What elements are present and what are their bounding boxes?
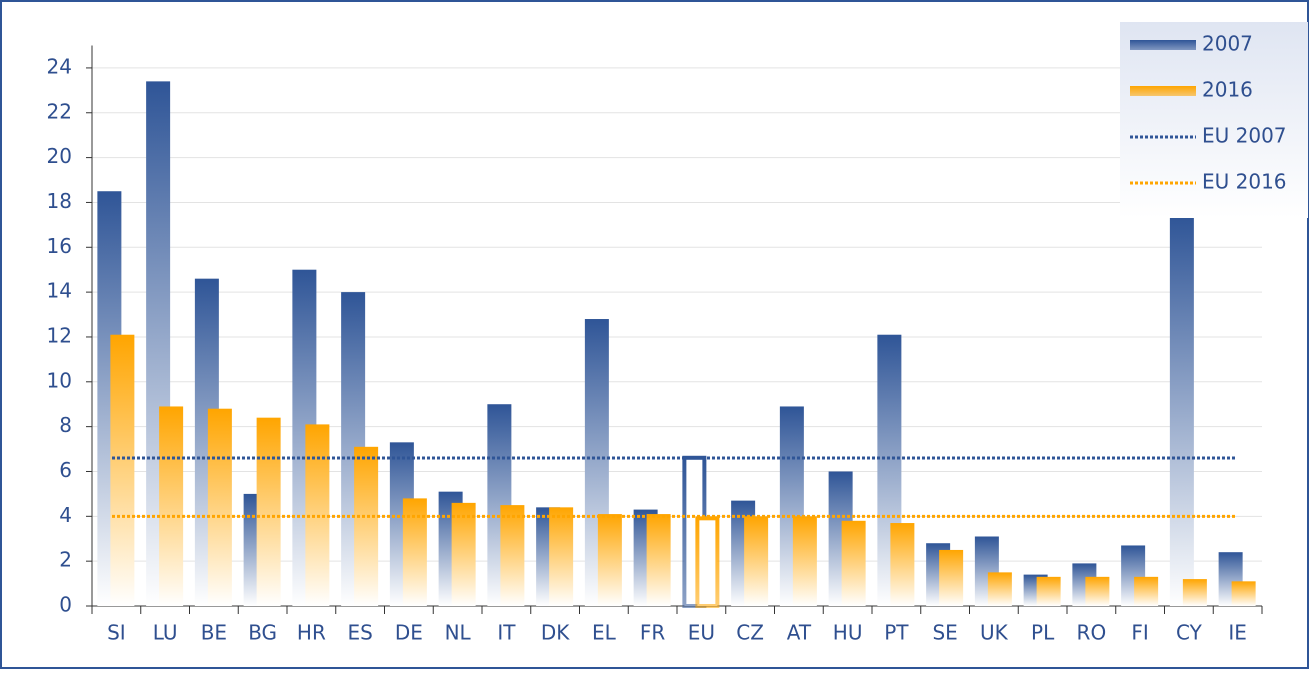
x-tick-label: LU <box>153 621 178 645</box>
bar <box>256 417 281 606</box>
x-tick-label: EU <box>688 621 715 645</box>
x-tick-label: IT <box>497 621 516 645</box>
x-tick-label: ES <box>347 621 372 645</box>
bar <box>1182 579 1207 606</box>
y-tick-label: 6 <box>59 458 72 482</box>
legend-box <box>1120 22 1308 218</box>
bar <box>646 514 671 606</box>
legend-swatch <box>1130 86 1196 96</box>
legend-label: 2007 <box>1202 32 1253 56</box>
x-tick-label: DK <box>541 621 570 645</box>
bar <box>695 516 720 609</box>
y-tick-label: 0 <box>59 593 72 617</box>
bar <box>1231 581 1256 606</box>
y-tick-label: 12 <box>47 323 72 347</box>
legend-label: 2016 <box>1202 78 1253 102</box>
bar <box>207 408 232 606</box>
bar <box>549 507 574 606</box>
x-tick-label: SE <box>932 621 957 645</box>
bar <box>110 334 135 606</box>
x-tick-label: HR <box>297 621 326 645</box>
bar <box>792 516 817 606</box>
bar <box>159 406 184 606</box>
bar <box>451 502 476 606</box>
y-tick-label: 18 <box>47 189 72 213</box>
x-tick-label: UK <box>980 621 1009 645</box>
x-tick-label: PL <box>1031 621 1055 645</box>
x-tick-label: EL <box>592 621 617 645</box>
x-tick-label: RO <box>1077 621 1107 645</box>
x-tick-label: IE <box>1228 621 1247 645</box>
bar <box>597 514 622 606</box>
x-tick-label: AT <box>787 621 812 645</box>
y-tick-label: 16 <box>47 234 72 258</box>
y-tick-label: 20 <box>47 144 72 168</box>
bar <box>1036 576 1061 606</box>
bar <box>841 520 866 606</box>
x-tick-label: CZ <box>736 621 764 645</box>
bar <box>500 505 525 606</box>
y-tick-label: 22 <box>47 99 72 123</box>
x-tick-label: DE <box>395 621 423 645</box>
bar <box>890 523 915 606</box>
bar <box>744 516 769 606</box>
y-tick-label: 24 <box>47 54 72 78</box>
legend-label: EU 2007 <box>1202 124 1287 148</box>
y-tick-label: 10 <box>47 368 72 392</box>
x-tick-label: BE <box>201 621 227 645</box>
bar <box>1169 215 1194 606</box>
x-tick-label: FI <box>1131 621 1148 645</box>
bar <box>1134 576 1159 606</box>
x-tick-label: SI <box>107 621 126 645</box>
x-tick-label: HU <box>833 621 863 645</box>
x-tick-label: NL <box>445 621 472 645</box>
x-tick-label: FR <box>640 621 666 645</box>
y-tick-label: 14 <box>47 279 72 303</box>
y-tick-label: 8 <box>59 413 72 437</box>
x-tick-label: PT <box>884 621 909 645</box>
y-tick-label: 2 <box>59 548 72 572</box>
legend-label: EU 2016 <box>1202 170 1287 194</box>
y-tick-label: 4 <box>59 503 72 527</box>
bar <box>987 572 1012 606</box>
x-tick-label: BG <box>248 621 277 645</box>
bar <box>402 498 427 606</box>
bar <box>1085 576 1110 606</box>
bar <box>939 549 964 606</box>
bar <box>354 446 379 606</box>
x-tick-label: CY <box>1176 621 1203 645</box>
legend-swatch <box>1130 40 1196 50</box>
